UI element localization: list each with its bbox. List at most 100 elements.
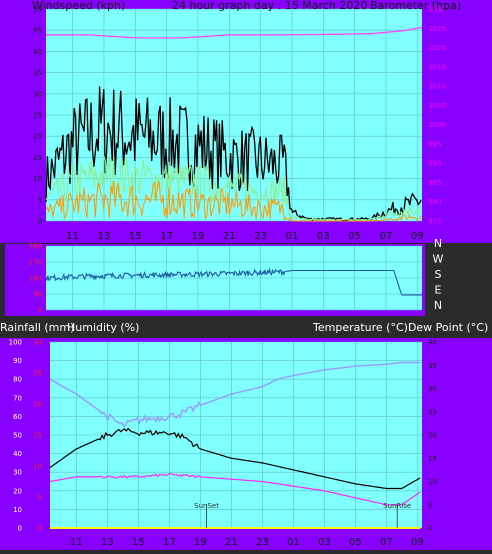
windspeed-axis: 0 5 10 15 20 25 30 35 40 45 50 bbox=[33, 6, 42, 226]
barometer-tick: 975 bbox=[428, 218, 441, 226]
barometer-tick: 1015 bbox=[428, 63, 446, 71]
temperature-tick: 35 bbox=[428, 362, 437, 370]
humidity-tick: 10 bbox=[13, 506, 22, 514]
direction-tick: 90 bbox=[33, 291, 42, 299]
windspeed-tick: 30 bbox=[33, 90, 42, 98]
direction-axis: 0 90 180 270 360 bbox=[29, 243, 42, 315]
x-tick-label: 21 bbox=[223, 231, 236, 242]
barometer-tick: 1010 bbox=[428, 83, 446, 91]
rainfall-tick: 25 bbox=[33, 370, 42, 378]
compass-letter: W bbox=[433, 253, 444, 266]
x-tick-label: 11 bbox=[66, 231, 79, 242]
temperature-tick: 15 bbox=[428, 455, 437, 463]
direction-tick: 180 bbox=[29, 275, 42, 283]
x-tick-label: 17 bbox=[163, 537, 176, 548]
humidity-tick: 90 bbox=[13, 357, 22, 365]
rainfall-tick: 15 bbox=[33, 432, 42, 440]
rainfall-tick: 20 bbox=[33, 401, 42, 409]
top-x-axis: 11 13 15 17 19 21 23 01 03 05 07 09 bbox=[66, 231, 423, 242]
x-tick-label: 03 bbox=[318, 537, 331, 548]
x-tick-label: 01 bbox=[286, 231, 299, 242]
x-tick-label: 21 bbox=[225, 537, 238, 548]
x-tick-label: 09 bbox=[411, 231, 424, 242]
humidity-tick: 70 bbox=[13, 394, 22, 402]
sun-events: SunSet SunRise bbox=[194, 502, 411, 528]
temperature-label: Temperature (°C)Dew Point (°C) bbox=[312, 321, 488, 334]
barometer-label: Barometer (hpa) bbox=[370, 0, 461, 12]
barometer-series-line bbox=[46, 26, 423, 39]
x-tick-label: 23 bbox=[254, 231, 267, 242]
direction-tick: 0 bbox=[38, 307, 42, 315]
compass-letter: S bbox=[435, 268, 442, 281]
x-tick-label: 05 bbox=[348, 231, 361, 242]
wind-grid bbox=[46, 8, 422, 222]
bottom-x-axis: 11 13 15 17 19 21 23 01 03 05 07 09 bbox=[70, 537, 424, 548]
x-tick-label: 15 bbox=[132, 537, 145, 548]
direction-tick: 360 bbox=[29, 243, 42, 251]
barometer-tick: 985 bbox=[428, 179, 441, 187]
direction-tick: 270 bbox=[29, 259, 42, 267]
temperature-tick: 30 bbox=[428, 385, 437, 393]
humidity-series-line bbox=[49, 361, 421, 428]
humidity-tick: 0 bbox=[18, 525, 22, 533]
climate-series bbox=[49, 361, 421, 529]
windspeed-label: Windspeed (kph) bbox=[32, 0, 125, 12]
humidity-tick: 40 bbox=[13, 450, 22, 458]
compass-letter: N bbox=[434, 237, 442, 250]
barometer-tick: 1030 bbox=[428, 6, 446, 14]
humidity-tick: 30 bbox=[13, 469, 22, 477]
x-tick-label: 07 bbox=[380, 537, 393, 548]
direction-series-line bbox=[45, 267, 422, 296]
barometer-tick: 990 bbox=[428, 160, 441, 168]
temperature-tick: 40 bbox=[428, 339, 437, 347]
x-tick-label: 17 bbox=[160, 231, 173, 242]
x-tick-label: 13 bbox=[98, 231, 111, 242]
direction-series bbox=[45, 267, 422, 296]
temperature-tick: 5 bbox=[428, 501, 432, 509]
x-tick-label: 05 bbox=[349, 537, 362, 548]
gust-series-line bbox=[45, 86, 422, 222]
temperature-tick: 10 bbox=[428, 478, 437, 486]
climate-axes: 0 10 20 30 40 50 60 70 80 90 100 0 5 10 15 20 25 30 0 5 10 15… bbox=[9, 339, 437, 533]
humidity-tick: 80 bbox=[13, 376, 22, 384]
barometer-tick: 1020 bbox=[428, 44, 446, 52]
windspeed-tick: 20 bbox=[33, 133, 42, 141]
x-tick-label: 11 bbox=[70, 537, 83, 548]
rainfall-tick: 30 bbox=[33, 339, 42, 347]
average-series-line bbox=[45, 155, 422, 221]
x-tick-label: 23 bbox=[256, 537, 269, 548]
rainfall-tick: 0 bbox=[38, 525, 42, 533]
x-tick-label: 15 bbox=[129, 231, 142, 242]
windspeed-tick: 35 bbox=[33, 69, 42, 77]
humidity-tick: 50 bbox=[13, 432, 22, 440]
windspeed-tick: 25 bbox=[33, 112, 42, 120]
windspeed-tick: 0 bbox=[38, 218, 42, 226]
compass-letter: N bbox=[434, 299, 442, 312]
x-tick-label: 13 bbox=[101, 537, 114, 548]
barometer-tick: 1000 bbox=[428, 121, 446, 129]
temperature-tick: 20 bbox=[428, 432, 437, 440]
humidity-label: Humidity (%) bbox=[67, 321, 139, 334]
dewpoint-series-line bbox=[49, 472, 421, 506]
climate-grid bbox=[50, 341, 422, 529]
minimum-series-line bbox=[45, 181, 422, 222]
windspeed-tick: 15 bbox=[33, 154, 42, 162]
rainfall-tick: 5 bbox=[38, 494, 42, 502]
windspeed-tick: 40 bbox=[33, 48, 42, 56]
temperature-series-line bbox=[49, 427, 421, 490]
humidity-tick: 60 bbox=[13, 413, 22, 421]
humidity-tick: 100 bbox=[9, 339, 22, 347]
barometer-tick: 1005 bbox=[428, 102, 446, 110]
x-tick-label: 07 bbox=[380, 231, 393, 242]
event-label: SunSet bbox=[194, 502, 219, 510]
temperature-tick: 0 bbox=[428, 525, 432, 533]
x-tick-label: 01 bbox=[287, 537, 300, 548]
barometer-tick: 1025 bbox=[428, 25, 446, 33]
windspeed-tick: 50 bbox=[33, 6, 42, 14]
rainfall-label: Rainfall (mm) bbox=[0, 321, 74, 334]
x-tick-label: 19 bbox=[194, 537, 207, 548]
x-tick-label: 09 bbox=[411, 537, 424, 548]
